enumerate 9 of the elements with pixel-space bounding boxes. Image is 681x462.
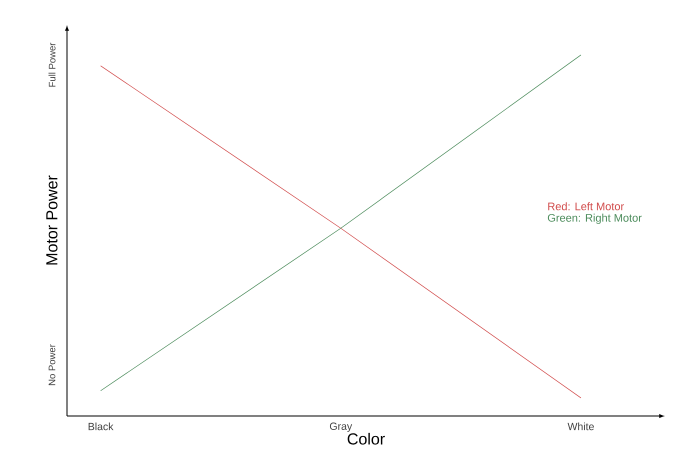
x-axis-title: Color	[348, 432, 385, 445]
x-tick-label: Black	[88, 422, 114, 430]
text: No Power	[48, 344, 56, 386]
x-tick-label: White	[568, 422, 594, 430]
text: Full Power	[48, 42, 56, 87]
y-axis-title: Motor Power	[46, 175, 58, 265]
text: Red: Left Motor	[548, 202, 624, 210]
x-tick-label: Gray	[330, 422, 352, 432]
text: Green: Right Motor	[548, 214, 642, 224]
